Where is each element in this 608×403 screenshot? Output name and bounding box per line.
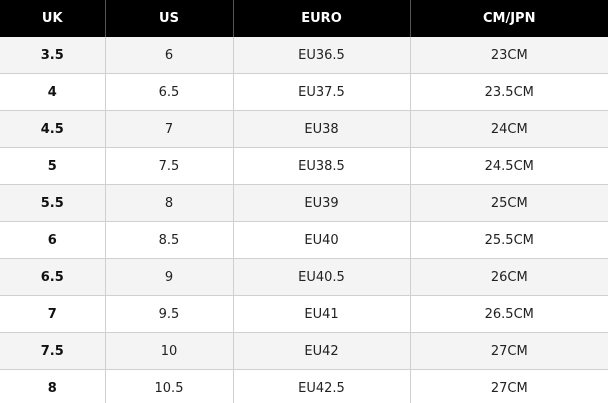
header-uk: UK (0, 0, 106, 37)
euro-size-cell: EU37.5 (233, 73, 411, 111)
uk-size-cell: 5.5 (0, 184, 106, 222)
table-row: 5.5 8 EU39 25CM (0, 184, 608, 222)
us-size-cell: 6 (105, 37, 234, 74)
table-header-row: UK US EURO CM/JPN (0, 0, 608, 37)
table-row: 4.5 7 EU38 24CM (0, 110, 608, 148)
us-size-cell: 7.5 (105, 147, 234, 185)
cm-jpn-size-cell: 24.5CM (410, 147, 608, 185)
cm-jpn-size-cell: 27CM (410, 369, 608, 403)
uk-size-cell: 7.5 (0, 332, 106, 370)
cm-jpn-size-cell: 24CM (410, 110, 608, 148)
uk-size-cell: 3.5 (0, 37, 106, 74)
euro-size-cell: EU36.5 (233, 37, 411, 74)
euro-size-cell: EU38.5 (233, 147, 411, 185)
euro-size-cell: EU39 (233, 184, 411, 222)
us-size-cell: 9.5 (105, 295, 234, 333)
uk-size-cell: 5 (0, 147, 106, 185)
table-row: 7 9.5 EU41 26.5CM (0, 295, 608, 333)
cm-jpn-size-cell: 26.5CM (410, 295, 608, 333)
us-size-cell: 8 (105, 184, 234, 222)
cm-jpn-size-cell: 26CM (410, 258, 608, 296)
table-row: 5 7.5 EU38.5 24.5CM (0, 147, 608, 185)
uk-size-cell: 6.5 (0, 258, 106, 296)
cm-jpn-size-cell: 27CM (410, 332, 608, 370)
euro-size-cell: EU42.5 (233, 369, 411, 403)
uk-size-cell: 7 (0, 295, 106, 333)
table-row: 6.5 9 EU40.5 26CM (0, 258, 608, 296)
euro-size-cell: EU40.5 (233, 258, 411, 296)
us-size-cell: 7 (105, 110, 234, 148)
header-cm-jpn: CM/JPN (410, 0, 608, 37)
us-size-cell: 9 (105, 258, 234, 296)
us-size-cell: 10 (105, 332, 234, 370)
header-euro: EURO (233, 0, 411, 37)
euro-size-cell: EU42 (233, 332, 411, 370)
us-size-cell: 10.5 (105, 369, 234, 403)
us-size-cell: 8.5 (105, 221, 234, 259)
table-row: 3.5 6 EU36.5 23CM (0, 37, 608, 74)
table-row: 6 8.5 EU40 25.5CM (0, 221, 608, 259)
uk-size-cell: 4.5 (0, 110, 106, 148)
cm-jpn-size-cell: 25CM (410, 184, 608, 222)
table-row: 4 6.5 EU37.5 23.5CM (0, 73, 608, 111)
euro-size-cell: EU38 (233, 110, 411, 148)
euro-size-cell: EU41 (233, 295, 411, 333)
uk-size-cell: 4 (0, 73, 106, 111)
table-row: 7.5 10 EU42 27CM (0, 332, 608, 370)
header-us: US (105, 0, 234, 37)
cm-jpn-size-cell: 25.5CM (410, 221, 608, 259)
cm-jpn-size-cell: 23CM (410, 37, 608, 74)
us-size-cell: 6.5 (105, 73, 234, 111)
euro-size-cell: EU40 (233, 221, 411, 259)
uk-size-cell: 8 (0, 369, 106, 403)
uk-size-cell: 6 (0, 221, 106, 259)
table-row: 8 10.5 EU42.5 27CM (0, 369, 608, 403)
cm-jpn-size-cell: 23.5CM (410, 73, 608, 111)
